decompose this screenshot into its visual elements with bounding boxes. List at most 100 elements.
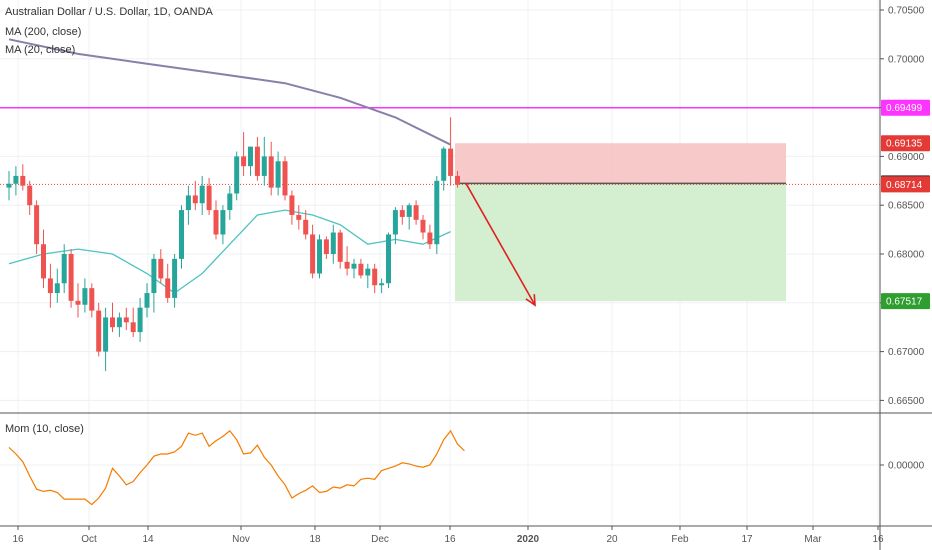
candle-body [103,317,109,352]
candle-body [130,322,136,333]
candle-body [158,258,164,279]
candle-body [441,148,447,181]
price-tag-label: 0.68714 [886,180,923,191]
candle-body [254,146,260,176]
moving-averages [8,38,452,294]
price-tick-label: 0.70500 [888,6,925,17]
candle-body [386,234,391,284]
candle-body [151,258,157,294]
candle-body [227,193,233,211]
projection-line[interactable] [465,183,536,306]
candle [420,214,426,240]
candlesticks [6,117,460,372]
candle [172,254,178,308]
candle-body [268,156,274,188]
candle [151,254,157,313]
momentum-pane [0,412,932,506]
candle [241,132,247,176]
symbol-legend[interactable]: Australian Dollar / U.S. Dollar, 1D, OAN… [5,6,213,18]
candle [413,200,419,225]
candle-body [68,254,74,301]
candle [96,302,102,357]
candle [344,246,350,276]
candle-body [413,205,419,220]
candle [289,190,295,225]
momentum-legend[interactable]: Mom (10, close) [5,423,84,435]
candle-body [199,185,205,204]
candle-body [192,195,198,204]
candle [406,203,412,230]
candle-body [47,278,53,294]
candle [103,307,109,372]
candle [275,151,281,196]
projection-arrow[interactable] [465,183,536,307]
candle-body [289,195,295,215]
candle-body [6,183,12,188]
candle [179,205,184,269]
candle-body [344,261,350,269]
ma200-legend[interactable]: MA (200, close) [5,26,82,38]
candle-body [165,278,171,298]
time-tick-label: Mar [804,534,822,545]
candle-body [392,210,398,235]
candle [330,224,336,264]
candle [227,185,233,220]
time-tick-label: Dec [371,534,389,545]
candle [441,146,447,191]
candle-body [365,268,371,276]
candle-body [275,161,281,188]
momentum-line [8,429,465,506]
candle [296,205,302,230]
candle [386,232,391,289]
candle [192,180,198,211]
candle-body [110,317,115,328]
price-levels[interactable] [0,106,880,185]
candle-body [179,210,184,259]
candle [123,307,129,331]
candle [116,312,122,337]
price-tag-label: 0.69135 [886,139,923,150]
candle-body [317,239,322,274]
candle [13,166,19,196]
candle-body [282,161,288,196]
price-tick-label: 0.70000 [888,54,925,65]
candle-body [123,317,129,323]
price-tick-label: 0.67000 [888,347,925,358]
candle-body [61,254,67,284]
candle [137,297,143,342]
stop-loss-zone[interactable] [455,143,786,184]
candle-body [75,300,81,305]
candle [130,307,136,337]
price-tag-label: 0.69499 [886,103,923,114]
candle-body [358,263,364,276]
time-tick-label: 16 [12,534,24,545]
candle-body [303,219,309,235]
candle-body [20,175,26,186]
candle [303,210,309,240]
candle [455,171,460,188]
position-zones[interactable] [455,143,786,302]
time-tick-label: 14 [142,534,154,545]
ma20-legend[interactable]: MA (20, close) [5,44,76,56]
candle [144,283,150,318]
candle [248,146,253,176]
candle-body [213,210,219,235]
candle-body [234,156,240,194]
candle [34,200,40,254]
candle-body [96,310,102,352]
candle-body [420,219,426,233]
candle [234,151,240,201]
candle-body [34,205,40,245]
projection-arrowhead[interactable] [525,294,536,307]
take-profit-zone[interactable] [455,183,786,302]
candle [254,136,260,181]
candle [261,136,267,186]
candle [317,234,322,279]
candle-body [185,195,191,211]
candle-body [434,180,440,245]
candle [282,156,288,201]
time-tick-label: 16 [444,534,456,545]
candle-body [220,210,226,235]
